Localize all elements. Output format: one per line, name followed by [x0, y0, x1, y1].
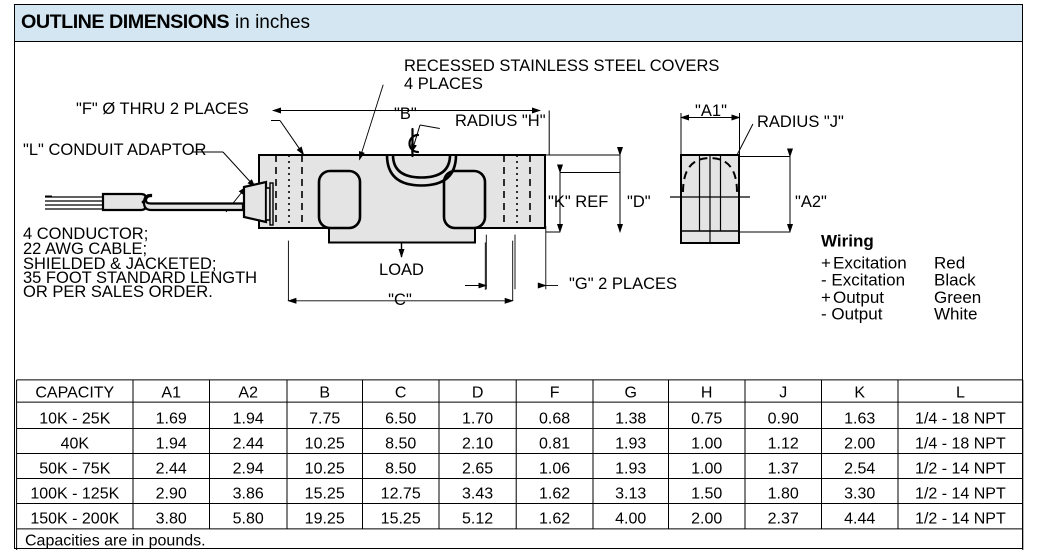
svg-text:1.93: 1.93: [615, 461, 646, 478]
svg-text:1.93: 1.93: [615, 436, 646, 453]
svg-text:3.43: 3.43: [462, 486, 493, 503]
svg-text:4.44: 4.44: [844, 511, 875, 528]
svg-text:5.12: 5.12: [462, 511, 493, 528]
svg-text:0.81: 0.81: [539, 436, 570, 453]
svg-text:A2: A2: [238, 385, 258, 402]
svg-text:B: B: [319, 385, 330, 402]
svg-text:2.54: 2.54: [844, 461, 875, 478]
svg-text:CAPACITY: CAPACITY: [35, 385, 114, 402]
svg-text:L: L: [956, 385, 965, 402]
svg-text:1.00: 1.00: [691, 461, 722, 478]
svg-text:50K - 75K: 50K - 75K: [39, 461, 110, 478]
svg-text:1.12: 1.12: [768, 436, 799, 453]
svg-text:2.00: 2.00: [691, 511, 722, 528]
svg-text:2.94: 2.94: [233, 461, 264, 478]
svg-text:1.69: 1.69: [156, 411, 187, 428]
svg-text:H: H: [701, 385, 713, 402]
svg-text:C: C: [395, 385, 407, 402]
svg-text:3.13: 3.13: [615, 486, 646, 503]
svg-text:5.80: 5.80: [233, 511, 264, 528]
svg-text:8.50: 8.50: [385, 461, 416, 478]
svg-text:2.44: 2.44: [156, 461, 187, 478]
svg-text:K: K: [854, 385, 865, 402]
svg-text:1.37: 1.37: [768, 461, 799, 478]
svg-text:1/2 - 14 NPT: 1/2 - 14 NPT: [915, 486, 1006, 503]
svg-text:6.50: 6.50: [385, 411, 416, 428]
svg-text:1.70: 1.70: [462, 411, 493, 428]
svg-text:1.62: 1.62: [539, 511, 570, 528]
svg-text:100K - 125K: 100K - 125K: [30, 486, 119, 503]
svg-text:1.50: 1.50: [691, 486, 722, 503]
svg-text:15.25: 15.25: [305, 486, 345, 503]
svg-text:1/2 - 14 NPT: 1/2 - 14 NPT: [915, 511, 1006, 528]
svg-text:0.90: 0.90: [768, 411, 799, 428]
svg-text:Capacities are in pounds.: Capacities are in pounds.: [25, 533, 206, 550]
svg-text:3.86: 3.86: [233, 486, 264, 503]
svg-text:G: G: [624, 385, 636, 402]
svg-text:3.80: 3.80: [156, 511, 187, 528]
svg-text:10.25: 10.25: [305, 461, 345, 478]
svg-text:10.25: 10.25: [305, 436, 345, 453]
svg-text:0.75: 0.75: [691, 411, 722, 428]
svg-text:12.75: 12.75: [381, 486, 421, 503]
svg-text:3.30: 3.30: [844, 486, 875, 503]
svg-text:A1: A1: [161, 385, 181, 402]
svg-text:2.37: 2.37: [768, 511, 799, 528]
svg-text:10K - 25K: 10K - 25K: [39, 411, 110, 428]
svg-text:4.00: 4.00: [615, 511, 646, 528]
svg-text:2.00: 2.00: [844, 436, 875, 453]
svg-text:1.80: 1.80: [768, 486, 799, 503]
svg-text:2.44: 2.44: [233, 436, 264, 453]
svg-text:1/2 - 14 NPT: 1/2 - 14 NPT: [915, 461, 1006, 478]
svg-text:D: D: [472, 385, 484, 402]
svg-text:2.65: 2.65: [462, 461, 493, 478]
svg-text:15.25: 15.25: [381, 511, 421, 528]
svg-text:1.06: 1.06: [539, 461, 570, 478]
svg-text:1.00: 1.00: [691, 436, 722, 453]
svg-text:F: F: [550, 385, 560, 402]
svg-text:2.90: 2.90: [156, 486, 187, 503]
svg-text:19.25: 19.25: [305, 511, 345, 528]
svg-text:1.94: 1.94: [233, 411, 264, 428]
svg-text:1.62: 1.62: [539, 486, 570, 503]
svg-text:150K - 200K: 150K - 200K: [30, 511, 119, 528]
svg-text:8.50: 8.50: [385, 436, 416, 453]
svg-text:7.75: 7.75: [309, 411, 340, 428]
svg-text:0.68: 0.68: [539, 411, 570, 428]
svg-text:1/4 - 18 NPT: 1/4 - 18 NPT: [915, 436, 1006, 453]
svg-text:40K: 40K: [61, 436, 90, 453]
svg-text:1.63: 1.63: [844, 411, 875, 428]
svg-text:1.38: 1.38: [615, 411, 646, 428]
svg-text:1/4 - 18 NPT: 1/4 - 18 NPT: [915, 411, 1006, 428]
svg-text:2.10: 2.10: [462, 436, 493, 453]
svg-text:1.94: 1.94: [156, 436, 187, 453]
svg-text:J: J: [779, 385, 787, 402]
